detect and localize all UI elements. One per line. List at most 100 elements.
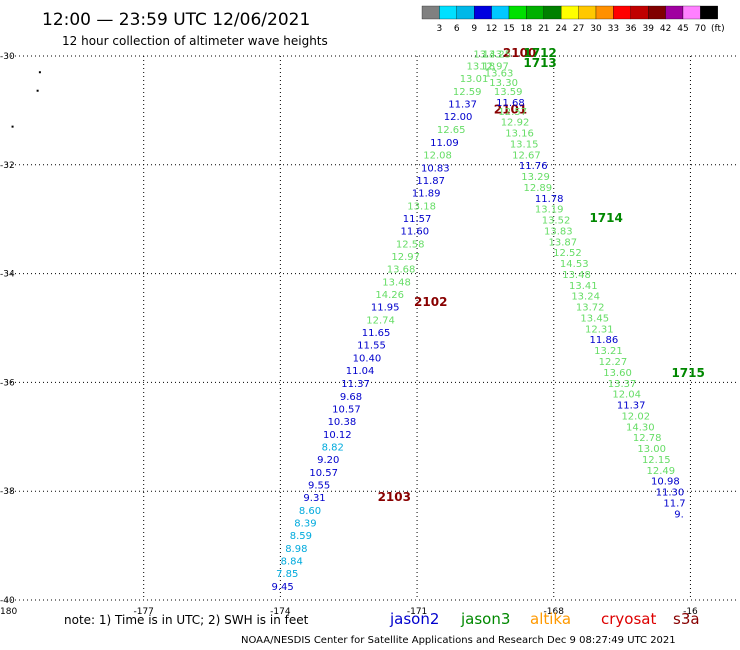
wave-height-value: 12.49 <box>647 466 676 477</box>
colorbar-swatch <box>665 5 684 20</box>
wave-height-value: 13.52 <box>542 216 571 227</box>
wave-height-value: 12.00 <box>444 112 473 123</box>
colorbar-label: 12 <box>486 24 497 34</box>
point-marker <box>36 89 39 92</box>
wave-height-value: 13.48 <box>562 270 591 281</box>
colorbar-swatch <box>561 5 579 20</box>
wave-height-value: 13.25 <box>482 50 511 61</box>
wave-height-value: 12.57 <box>498 107 527 118</box>
wave-height-value: 9.45 <box>272 582 294 593</box>
wave-height-value: 11.09 <box>430 138 459 149</box>
units-note: note: 1) Time is in UTC; 2) SWH is in fe… <box>64 613 309 627</box>
x-tick-label: -168 <box>544 607 565 617</box>
wave-height-value: 10.83 <box>421 163 450 174</box>
wave-height-value: 10.57 <box>309 468 338 479</box>
wave-height-value: 12.31 <box>585 324 614 335</box>
colorbar-swatch <box>474 5 492 20</box>
x-tick-label: -171 <box>407 607 427 617</box>
satellite-legend: jason2 jason3 altika cryosat s3a <box>389 610 700 628</box>
pass-time-label: 1712 <box>523 46 556 60</box>
x-tick-label: -180 <box>0 607 17 617</box>
colorbar-label: 3 <box>437 24 443 34</box>
colorbar-label: 33 <box>608 24 619 34</box>
y-tick-label: -36 <box>0 378 15 388</box>
colorbar-swatch <box>526 5 544 20</box>
wave-height-value: 8.59 <box>290 531 312 542</box>
wave-height-value: 12.15 <box>642 455 671 466</box>
wave-height-value: 9. <box>674 509 684 520</box>
colorbar-swatch <box>648 5 666 20</box>
colorbar-label: 9 <box>471 24 477 34</box>
y-tick-label: -32 <box>0 161 15 171</box>
point-marker <box>38 71 41 74</box>
colorbar-swatch <box>421 5 440 20</box>
wave-height-value: 9.31 <box>303 493 325 504</box>
colorbar-label: 39 <box>642 24 654 34</box>
colorbar-swatch <box>491 5 510 20</box>
wave-height-value: 11.04 <box>346 366 375 377</box>
wave-height-value: 8.98 <box>285 544 307 555</box>
wave-height-value: 14.53 <box>560 259 589 270</box>
y-tick-label: -40 <box>0 596 15 606</box>
colorbar-label: 70 <box>695 24 707 34</box>
wave-height-value: 14.26 <box>375 290 404 301</box>
pass-time-label: 1715 <box>671 366 704 380</box>
pass-time-label: 1713 <box>523 56 556 70</box>
colorbar-swatch <box>700 5 718 20</box>
y-tick-label: -34 <box>0 270 15 280</box>
colorbar-swatch <box>630 5 649 20</box>
plot-area: -180 -177 -174 -171 -168 -16 -30 -32 -34 -36 -38 -4… <box>0 46 736 617</box>
satellite-legend-altika: altika <box>530 610 571 628</box>
colorbar-swatch <box>456 5 475 20</box>
wave-height-value: 13.83 <box>544 226 573 237</box>
wave-height-value: 10.98 <box>651 477 680 488</box>
wave-height-value: 13.00 <box>637 444 666 455</box>
wave-height-value: 13.15 <box>510 139 539 150</box>
pass-time-label: 2101 <box>494 103 527 117</box>
wave-height-value: 13.30 <box>489 78 518 89</box>
wave-height-value: 11.37 <box>341 379 370 390</box>
colorbar-label: 27 <box>573 24 584 34</box>
wave-height-value: 13.68 <box>387 265 416 276</box>
wave-height-value: 12.52 <box>553 248 582 259</box>
pass-time-label: 1714 <box>589 211 622 225</box>
wave-height-value: 13.18 <box>407 201 436 212</box>
colorbar-swatch <box>543 5 562 20</box>
wave-height-value: 11.87 <box>416 176 445 187</box>
satellite-legend-jason3: jason3 <box>460 610 510 628</box>
colorbar-label: 24 <box>555 24 567 34</box>
wave-height-value: 12.04 <box>612 390 641 401</box>
wave-height-value: 12.08 <box>423 150 452 161</box>
wave-height-value: 12.67 <box>512 150 541 161</box>
wave-height-value: 10.38 <box>328 417 357 428</box>
wave-height-value: 13.41 <box>569 281 598 292</box>
wave-height-value: 11.55 <box>357 341 386 352</box>
wave-height-value: 13.48 <box>382 278 411 289</box>
wave-height-value: 8.82 <box>322 442 344 453</box>
chart-subtitle: 12 hour collection of altimeter wave hei… <box>62 34 328 48</box>
wave-height-value: 8.60 <box>299 506 321 517</box>
wave-height-value: 11.60 <box>400 226 429 237</box>
colorbar-label: (ft) <box>711 24 725 34</box>
colorbar-swatch <box>439 5 457 20</box>
wave-height-value: 13.87 <box>549 237 578 248</box>
wave-height-value: 12.97 <box>480 62 509 73</box>
wave-height-value: 11.37 <box>617 401 646 412</box>
colorbar-swatch <box>578 5 597 20</box>
satellite-legend-cryosat: cryosat <box>601 610 656 628</box>
colorbar-label: 42 <box>660 24 671 34</box>
wave-height-value: 12.89 <box>523 183 552 194</box>
wave-height-value: 13.59 <box>494 87 523 98</box>
colorbar-swatch <box>613 5 631 20</box>
wave-height-value: 12.92 <box>501 118 530 129</box>
colorbar-label: 45 <box>677 24 688 34</box>
credit-line: NOAA/NESDIS Center for Satellite Applica… <box>241 635 676 646</box>
wave-height-value: 11.78 <box>535 194 564 205</box>
wave-height-value: 7.85 <box>276 569 298 580</box>
colorbar-label: 15 <box>503 24 514 34</box>
wave-height-value: 8.84 <box>281 557 303 568</box>
colorbar-label: 36 <box>625 24 637 34</box>
wave-height-value: 13.18 <box>467 62 496 73</box>
y-tick-label: -38 <box>0 487 15 497</box>
